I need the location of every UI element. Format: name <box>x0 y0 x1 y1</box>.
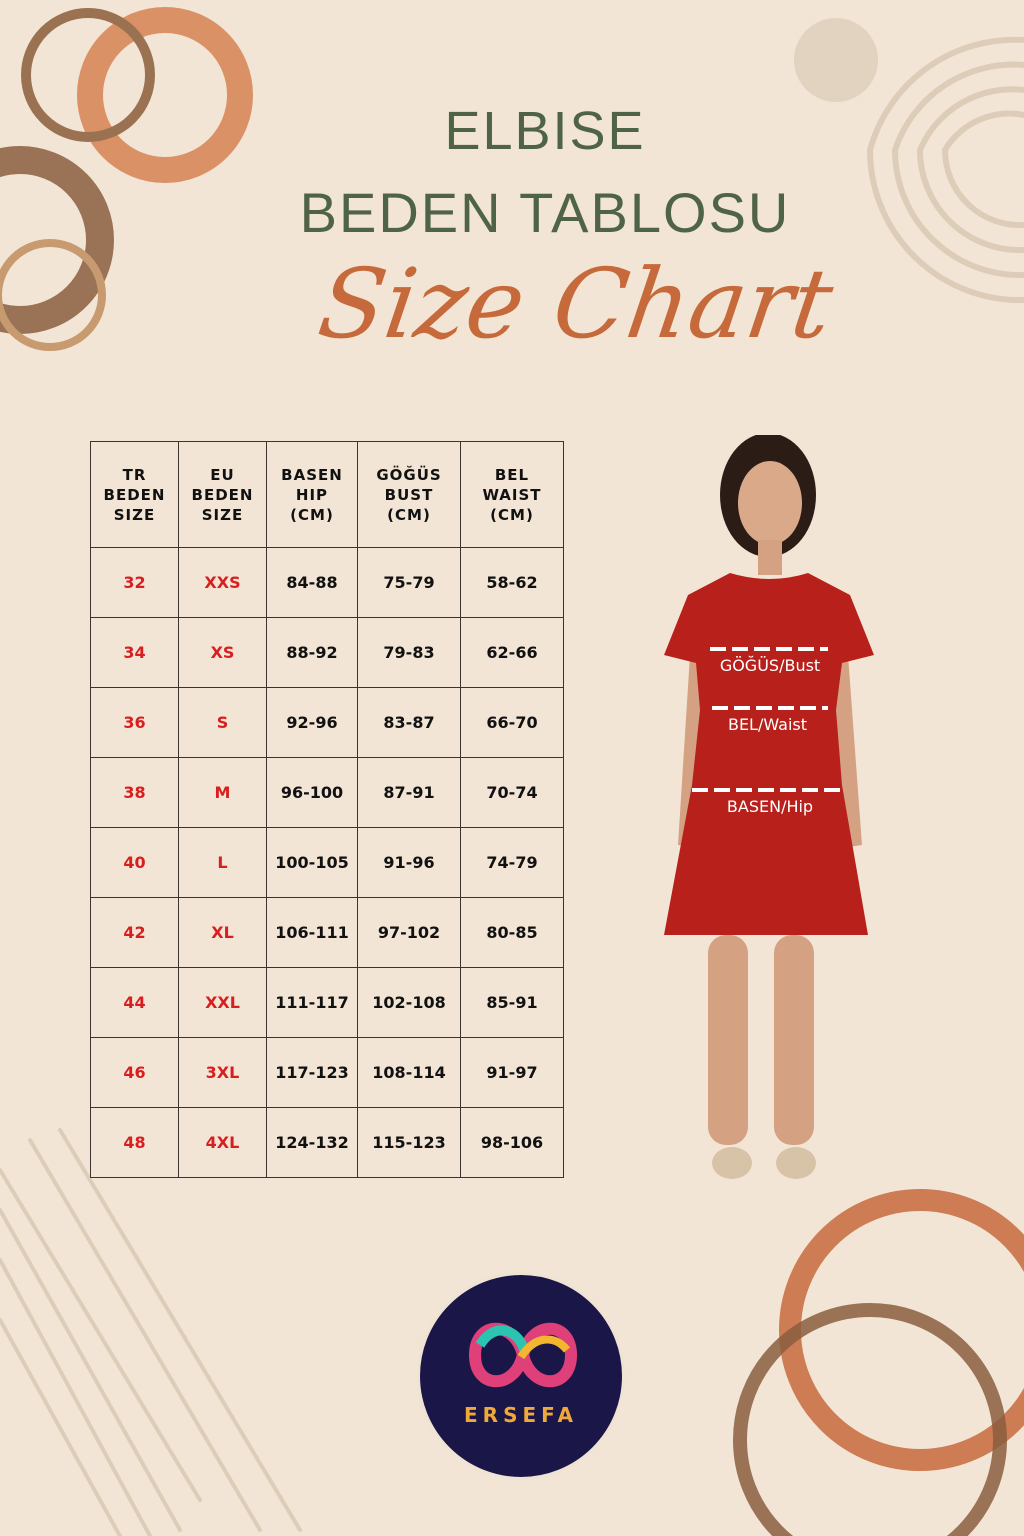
red-dress <box>664 573 874 935</box>
eu-size-cell: S <box>178 687 267 758</box>
table-row: 32 XXS 84-88 75-79 58-62 <box>90 547 564 618</box>
hip-label: BASEN/Hip <box>726 797 814 816</box>
table-row: 46 3XL 117-123 108-114 91-97 <box>90 1037 564 1108</box>
eu-size-cell: XXS <box>178 547 267 618</box>
header-bust: GÖĞÜS BUST (CM) <box>357 441 461 548</box>
header-waist: BEL WAIST (CM) <box>460 441 564 548</box>
waist-cell: 91-97 <box>460 1037 564 1108</box>
eu-size-cell: L <box>178 827 267 898</box>
infinity-logo-icon <box>468 1322 578 1388</box>
tr-size-cell: 32 <box>90 547 179 618</box>
header-tr-size: TR BEDEN SIZE <box>90 441 179 548</box>
eu-size-cell: XXL <box>178 967 267 1038</box>
hip-cell: 88-92 <box>266 617 358 688</box>
bust-label: GÖĞÜS/Bust <box>719 656 821 675</box>
hip-cell: 124-132 <box>266 1107 358 1178</box>
hip-cell: 106-111 <box>266 897 358 968</box>
eu-size-cell: XL <box>178 897 267 968</box>
waist-cell: 58-62 <box>460 547 564 618</box>
waist-cell: 98-106 <box>460 1107 564 1178</box>
table-header-row: TR BEDEN SIZE EU BEDEN SIZE BASEN HIP (CM) GÖĞ… <box>90 441 564 548</box>
bust-cell: 87-91 <box>357 757 461 828</box>
eu-size-cell: 3XL <box>178 1037 267 1108</box>
tr-size-cell: 40 <box>90 827 179 898</box>
hip-cell: 96-100 <box>266 757 358 828</box>
ersefa-logo: ERSEFA <box>417 1272 625 1480</box>
tr-size-cell: 44 <box>90 967 179 1038</box>
waist-cell: 80-85 <box>460 897 564 968</box>
size-table: TR BEDEN SIZE EU BEDEN SIZE BASEN HIP (CM) GÖĞ… <box>90 441 564 1178</box>
title-line-2: BEDEN TABLOSU <box>299 181 791 244</box>
eu-size-cell: 4XL <box>178 1107 267 1178</box>
bust-cell: 91-96 <box>357 827 461 898</box>
bust-cell: 83-87 <box>357 687 461 758</box>
face <box>738 461 802 545</box>
eu-size-cell: XS <box>178 617 267 688</box>
tr-size-cell: 34 <box>90 617 179 688</box>
table-row: 38 M 96-100 87-91 70-74 <box>90 757 564 828</box>
waist-cell: 74-79 <box>460 827 564 898</box>
hip-cell: 117-123 <box>266 1037 358 1108</box>
bust-cell: 108-114 <box>357 1037 461 1108</box>
header-hip: BASEN HIP (CM) <box>266 441 358 548</box>
tr-size-cell: 38 <box>90 757 179 828</box>
table-row: 40 L 100-105 91-96 74-79 <box>90 827 564 898</box>
header-eu-size: EU BEDEN SIZE <box>178 441 267 548</box>
hip-cell: 84-88 <box>266 547 358 618</box>
waist-cell: 62-66 <box>460 617 564 688</box>
waist-cell: 70-74 <box>460 757 564 828</box>
tr-size-cell: 36 <box>90 687 179 758</box>
title-line-1: ELBISE <box>444 101 646 161</box>
tr-size-cell: 48 <box>90 1107 179 1178</box>
table-row: 34 XS 88-92 79-83 62-66 <box>90 617 564 688</box>
title-script: Size Chart <box>312 248 840 360</box>
tr-size-cell: 46 <box>90 1037 179 1108</box>
waist-cell: 66-70 <box>460 687 564 758</box>
bust-cell: 115-123 <box>357 1107 461 1178</box>
hip-cell: 100-105 <box>266 827 358 898</box>
model-figure <box>664 435 874 1179</box>
waist-cell: 85-91 <box>460 967 564 1038</box>
bust-cell: 79-83 <box>357 617 461 688</box>
table-row: 42 XL 106-111 97-102 80-85 <box>90 897 564 968</box>
table-row: 36 S 92-96 83-87 66-70 <box>90 687 564 758</box>
bust-cell: 102-108 <box>357 967 461 1038</box>
bust-cell: 97-102 <box>357 897 461 968</box>
tr-size-cell: 42 <box>90 897 179 968</box>
table-row: 44 XXL 111-117 102-108 85-91 <box>90 967 564 1038</box>
eu-size-cell: M <box>178 757 267 828</box>
logo-text: ERSEFA <box>464 1403 578 1427</box>
hip-cell: 92-96 <box>266 687 358 758</box>
bust-cell: 75-79 <box>357 547 461 618</box>
waist-label: BEL/Waist <box>727 715 808 734</box>
table-row: 48 4XL 124-132 115-123 98-106 <box>90 1107 564 1178</box>
hip-cell: 111-117 <box>266 967 358 1038</box>
